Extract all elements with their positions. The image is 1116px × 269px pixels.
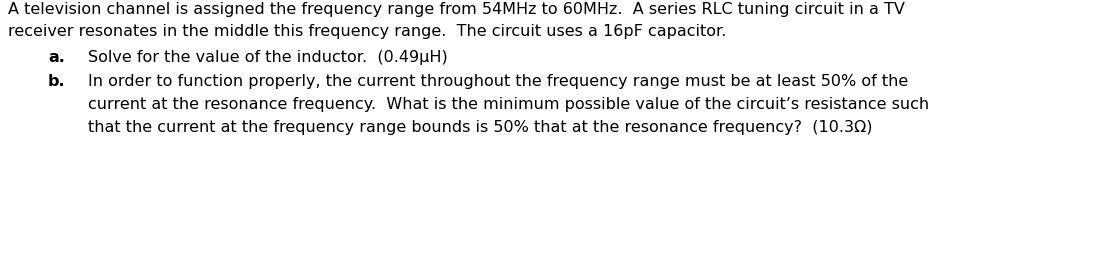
- Text: a.: a.: [48, 50, 65, 65]
- Text: Solve for the value of the inductor.  (0.49μH): Solve for the value of the inductor. (0.…: [88, 50, 448, 65]
- Text: A television channel is assigned the frequency range from 54MHz to 60MHz.  A ser: A television channel is assigned the fre…: [8, 2, 905, 17]
- Text: that the current at the frequency range bounds is 50% that at the resonance freq: that the current at the frequency range …: [88, 120, 873, 135]
- Text: In order to function properly, the current throughout the frequency range must b: In order to function properly, the curre…: [88, 74, 908, 89]
- Text: receiver resonates in the middle this frequency range.  The circuit uses a 16pF : receiver resonates in the middle this fr…: [8, 24, 727, 39]
- Text: current at the resonance frequency.  What is the minimum possible value of the c: current at the resonance frequency. What…: [88, 97, 930, 112]
- Text: b.: b.: [48, 74, 66, 89]
